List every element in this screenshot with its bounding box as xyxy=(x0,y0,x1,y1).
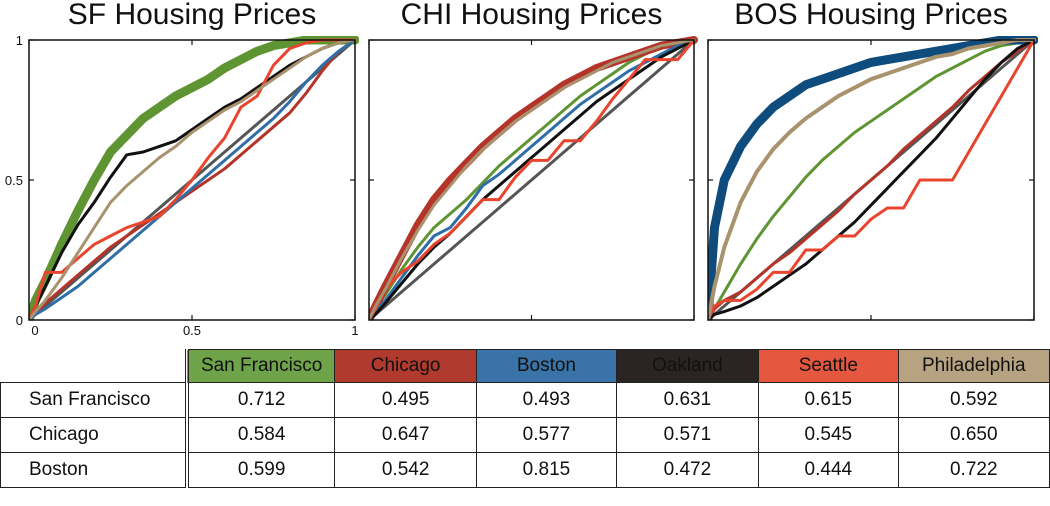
results-table: San Francisco Chicago Boston Oakland Sea… xyxy=(0,349,1050,488)
table-cell: 0.577 xyxy=(476,417,617,453)
series-line-chicago xyxy=(708,38,1036,320)
header-label: Oakland xyxy=(651,355,723,376)
chart-title: CHI Housing Prices xyxy=(401,0,663,31)
chart-title: SF Housing Prices xyxy=(68,0,316,31)
row-label: Boston xyxy=(0,452,190,488)
table-cell: 0.571 xyxy=(615,417,760,453)
series-line-oakland xyxy=(708,38,1036,320)
chart-panel: SF Housing Prices 00 0.5 0.5 1 1 xyxy=(5,0,359,338)
series-line-seattle xyxy=(708,38,1036,320)
header-label: Seattle xyxy=(798,355,858,376)
table-cell: 0.722 xyxy=(897,452,1050,488)
table-cell: 0.647 xyxy=(334,417,478,453)
series-line-philadelphia xyxy=(29,38,357,320)
table-cell: 0.650 xyxy=(897,417,1050,453)
header-label: Boston xyxy=(516,355,576,376)
table-cell: 0.815 xyxy=(476,452,617,488)
table-cell: 0.542 xyxy=(334,452,478,488)
table-cell: 0.712 xyxy=(186,382,336,418)
header-boston: Boston xyxy=(476,349,617,383)
table-cell: 0.615 xyxy=(758,382,899,418)
table-row: San Francisco 0.712 0.495 0.493 0.631 0.… xyxy=(0,382,1050,418)
chart-panel: CHI Housing Prices xyxy=(368,0,698,321)
table-corner xyxy=(0,349,190,383)
series-line-san-francisco xyxy=(708,38,1036,320)
chart-panel: BOS Housing Prices xyxy=(707,0,1038,321)
row-label: San Francisco xyxy=(0,382,190,418)
table-cell: 0.545 xyxy=(758,417,899,453)
x-tick-label: 1 xyxy=(351,323,358,338)
header-label: San Francisco xyxy=(200,355,323,376)
table-cell: 0.599 xyxy=(186,452,336,488)
header-philadelphia: Philadelphia xyxy=(897,349,1050,383)
header-label: Chicago xyxy=(370,355,441,376)
header-chicago: Chicago xyxy=(334,349,478,383)
header-seattle: Seattle xyxy=(758,349,899,383)
series-group xyxy=(369,36,698,320)
x-tick-label: 0 xyxy=(31,323,38,338)
series-line-san-francisco xyxy=(29,36,359,320)
series-group xyxy=(29,36,359,320)
series-line-oakland xyxy=(369,38,696,320)
y-tick-label: 1 xyxy=(16,33,23,48)
header-label: Philadelphia xyxy=(921,355,1026,376)
header-oakland: Oakland xyxy=(615,349,760,383)
series-line-philadelphia xyxy=(708,38,1036,320)
header-san-francisco: San Francisco xyxy=(186,349,336,383)
chart-title: BOS Housing Prices xyxy=(734,0,1007,31)
table-cell: 0.472 xyxy=(615,452,760,488)
series-line-diagonal xyxy=(29,38,357,320)
row-label: Chicago xyxy=(0,417,190,453)
y-tick-label: 0 xyxy=(16,313,23,328)
series-line-philadelphia xyxy=(369,38,696,320)
table-cell: 0.584 xyxy=(186,417,336,453)
table-row: Boston 0.599 0.542 0.815 0.472 0.444 0.7… xyxy=(0,452,1050,488)
series-line-boston xyxy=(29,38,357,320)
table-cell: 0.444 xyxy=(758,452,899,488)
y-tick-label: 0.5 xyxy=(5,173,23,188)
table-row: Chicago 0.584 0.647 0.577 0.571 0.545 0.… xyxy=(0,417,1050,453)
series-line-diagonal xyxy=(369,38,696,320)
series-line-boston xyxy=(708,36,1038,320)
table-cell: 0.495 xyxy=(334,382,478,418)
charts-area: SF Housing Prices 00 0.5 0.5 1 1 CHI Housing P… xyxy=(5,0,1038,338)
series-line-seattle xyxy=(369,38,696,320)
table-cell: 0.631 xyxy=(615,382,760,418)
series-group xyxy=(708,36,1038,320)
x-tick-label: 0.5 xyxy=(183,323,201,338)
table-header-row: San Francisco Chicago Boston Oakland Sea… xyxy=(0,349,1050,383)
table-cell: 0.493 xyxy=(476,382,617,418)
table-cell: 0.592 xyxy=(897,382,1050,418)
